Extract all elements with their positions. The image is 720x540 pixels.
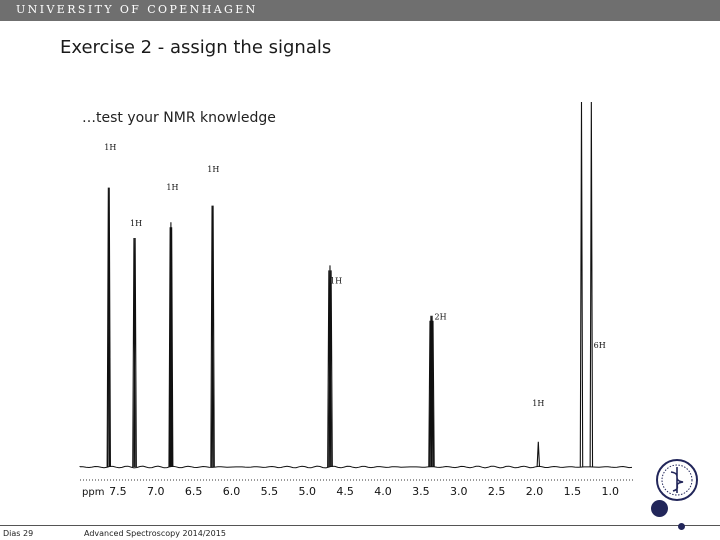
peak-integral-label: 1H <box>130 219 142 228</box>
slide-subtitle: …test your NMR knowledge <box>82 110 276 126</box>
spectrum-peak <box>169 222 173 468</box>
spectrum-peak <box>428 320 432 468</box>
seal-small-dot-icon <box>678 523 685 530</box>
spectrum-peak <box>579 101 584 468</box>
x-tick-label: 1.5 <box>564 485 582 498</box>
x-tick-label: 6.0 <box>223 485 241 498</box>
university-name: UNIVERSITY OF COPENHAGEN <box>16 3 258 16</box>
university-seal-icon <box>656 459 698 501</box>
x-tick-label: 4.5 <box>336 485 354 498</box>
seal-dot-icon <box>651 500 668 517</box>
x-tick-label: 5.0 <box>299 485 317 498</box>
x-tick-label: 3.0 <box>450 485 468 498</box>
spectrum-peak <box>536 441 541 468</box>
peak-integral-label: 1H <box>207 165 219 174</box>
x-tick-label: 7.5 <box>109 485 127 498</box>
peak-integral-label: 1H <box>532 399 544 408</box>
spectrum-peak <box>429 315 433 468</box>
x-tick-label: 6.5 <box>185 485 203 498</box>
spectrum-peak <box>327 270 331 468</box>
slide-title: Exercise 2 - assign the signals <box>60 37 332 58</box>
footer-divider <box>0 525 720 526</box>
x-tick-label: 2.0 <box>526 485 544 498</box>
spectrum-peak <box>107 187 111 468</box>
peak-integral-label: 1H <box>330 276 342 285</box>
header-bar: UNIVERSITY OF COPENHAGEN <box>0 0 720 21</box>
spectrum-peak <box>589 101 594 468</box>
peak-integral-label: 1H <box>104 143 116 152</box>
spectrum-baseline <box>79 465 633 469</box>
peak-integral-label: 6H <box>594 341 606 350</box>
footer-course-name: Advanced Spectroscopy 2014/2015 <box>84 529 226 538</box>
spectrum-peak <box>132 237 136 468</box>
peak-integral-label: 1H <box>166 183 178 192</box>
peak-integral-label: 2H <box>435 312 447 321</box>
x-axis-unit-label: ppm <box>82 487 104 498</box>
spectrum-peak <box>210 205 214 468</box>
x-tick-label: 2.5 <box>488 485 506 498</box>
spectrum-peak <box>106 187 111 468</box>
nmr-spectrum-chart: 1H 1H 1H 1H 1H 2H 1H 6H 7.5 7.0 6.5 6.0 5.5 5.0 4.5 4.0… <box>79 101 633 498</box>
x-tick-label: 3.5 <box>412 485 430 498</box>
spectrum-peak <box>168 227 172 468</box>
x-tick-label: 5.5 <box>261 485 279 498</box>
x-tick-label: 4.0 <box>374 485 392 498</box>
footer-page-number: Dias 29 <box>3 529 34 538</box>
x-tick-label: 1.0 <box>602 485 620 498</box>
x-tick-label: 7.0 <box>147 485 165 498</box>
